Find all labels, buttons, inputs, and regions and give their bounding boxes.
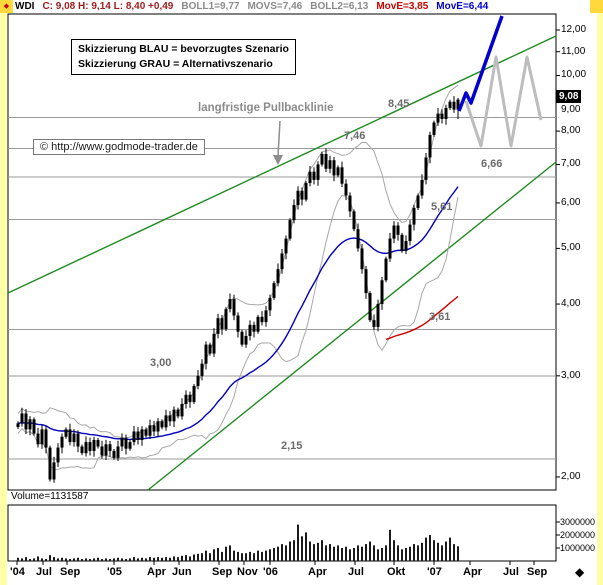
time-axis-label: Sep	[212, 566, 233, 578]
movs-value: MOVS=7,46	[247, 1, 303, 12]
price-axis-label: 3,00	[561, 369, 581, 381]
time-axis-label: Apr	[308, 566, 327, 578]
corner-decoration	[590, 0, 603, 13]
price-axis-label: 10,00	[561, 69, 587, 81]
time-axis-label: '06	[263, 566, 278, 578]
level-label: 5,61	[431, 200, 453, 213]
instrument-marker-icon: ◆	[0, 0, 13, 13]
left-edge-strip	[0, 0, 7, 585]
time-axis-label: Sep	[527, 566, 548, 578]
time-axis-label: Okt	[387, 566, 406, 578]
scenario-line-blue: Skizzierung BLAU = bevorzugtes Szenario	[78, 43, 289, 55]
watermark: © http://www.godmode-trader.de	[33, 139, 205, 155]
volume-axis-label: 1000000	[560, 543, 596, 553]
time-axis-label: Apr	[147, 566, 166, 578]
price-axis-label: 7,00	[561, 158, 581, 170]
time-axis-label: '07	[427, 566, 442, 578]
right-edge-strip	[597, 0, 603, 585]
level-label: 7,46	[344, 129, 366, 142]
time-axis-label: Jul	[348, 566, 364, 578]
time-axis-label: '04	[10, 566, 25, 578]
boll1-value: BOLL1=9,77	[181, 1, 240, 12]
level-label: 6,66	[481, 157, 503, 170]
price-axis-label: 9,00	[561, 103, 581, 115]
time-axis-label: Apr	[463, 566, 482, 578]
price-axis-label: 2,00	[561, 470, 581, 482]
symbol-label: WDI	[15, 1, 35, 12]
price-axis-label: 11,00	[561, 45, 586, 57]
time-axis-label: Nov	[237, 566, 258, 578]
price-axis-label: 4,00	[561, 298, 581, 310]
level-label: 3,00	[150, 356, 172, 369]
volume-axis-label: 3000000	[560, 517, 596, 527]
quote-info-bar: WDI C: 9,08 H: 9,14 L: 8,40 +0,49 BOLL1=…	[15, 0, 495, 13]
price-axis-label: 8,00	[561, 125, 581, 137]
level-label: 2,15	[281, 439, 303, 452]
volume-axis-label: 2000000	[560, 530, 596, 540]
time-axis-label: Sep	[60, 566, 81, 578]
scenario-annotation: Skizzierung BLAU = bevorzugtes Szenario …	[71, 39, 296, 75]
ohlc-quote: C: 9,08 H: 9,14 L: 8,40 +0,49	[42, 1, 174, 12]
level-label: 3,61	[429, 310, 451, 323]
time-axis-label: '05	[107, 566, 122, 578]
time-axis-label: Jul	[503, 566, 519, 578]
last-price-badge: 9,08	[556, 90, 582, 103]
time-axis-label: Jun	[172, 566, 192, 578]
pullback-line-label: langfristige Pullbacklinie	[198, 102, 334, 114]
move-blue-value: MovE=6,44	[436, 1, 489, 12]
price-axis-label: 5,00	[561, 242, 581, 254]
boll2-value: BOLL2=6,13	[310, 1, 369, 12]
scroll-diamond[interactable]: ◆	[575, 565, 585, 579]
time-axis-label: Jul	[36, 566, 52, 578]
level-label: 8,45	[388, 98, 410, 111]
volume-value-label: Volume=1131587	[11, 491, 89, 502]
price-axis-label: 6,00	[561, 196, 581, 208]
price-axis-label: 12,00	[561, 24, 587, 35]
move-red-value: MovE=3,85	[376, 1, 429, 12]
scenario-line-gray: Skizzierung GRAU = Alternativszenario	[78, 58, 273, 70]
